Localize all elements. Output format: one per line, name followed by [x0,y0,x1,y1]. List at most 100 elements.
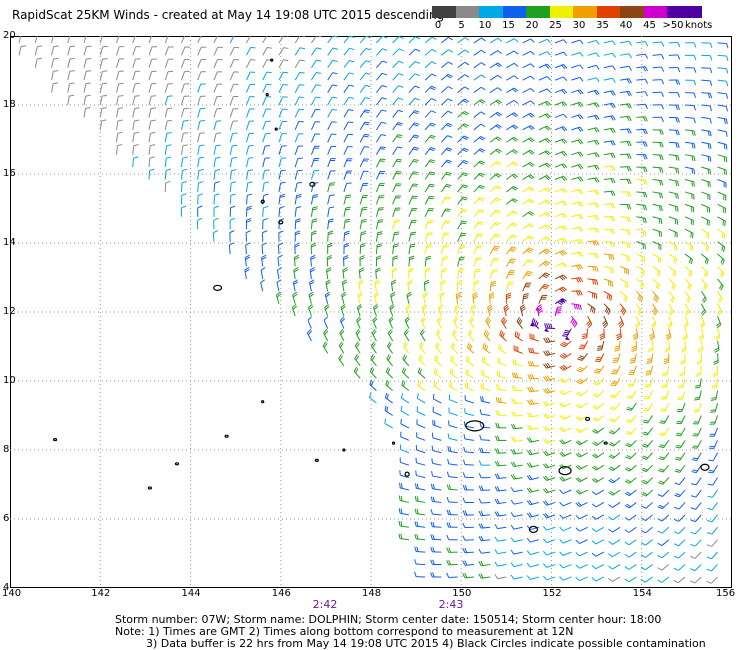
wind-barb [470,304,476,317]
wind-barb [625,452,637,460]
wind-barb [359,206,368,217]
wind-barb [684,266,693,278]
wind-barb [408,243,416,255]
wind-barb [673,526,686,535]
wind-barb [489,148,502,156]
wind-barb [624,464,637,472]
wind-barb [587,240,600,246]
colorbar-swatch [549,6,573,18]
wind-barb [479,421,491,429]
wind-barb [691,464,702,474]
wind-barb [620,228,631,236]
wind-barb [652,79,665,85]
wind-barb [510,537,523,543]
wind-barb [148,70,157,81]
wind-barb [83,57,92,68]
wind-barb [327,170,336,180]
wind-barb [538,51,551,56]
wind-barb [343,84,354,93]
wind-barb [652,104,664,110]
wind-barb [278,206,285,217]
wind-barb [701,67,713,74]
wind-barb [310,157,320,168]
wind-barb [522,50,535,56]
wind-barb [473,245,483,255]
wind-barb [424,61,437,69]
wind-barb [213,36,218,44]
wind-barb [538,211,551,218]
wind-barb [294,71,305,81]
wind-barb [511,423,523,430]
wind-barb [543,563,556,568]
wind-barb [642,427,653,436]
wind-barb [83,45,92,56]
wind-barb [690,539,702,547]
wind-barb [575,452,588,458]
wind-barb [603,102,616,109]
wind-barb [591,551,605,557]
wind-barb [701,191,711,201]
wind-barb [260,267,266,279]
wind-barb [473,160,486,168]
colorbar-tick-label: >50 [662,20,684,31]
wind-barb [392,97,404,106]
wind-barb [375,146,386,155]
wind-barb [34,45,43,56]
wind-barb [685,92,697,98]
wind-barb [559,414,572,420]
wind-barb [575,427,588,433]
wind-barb [510,549,523,555]
wind-barb [592,439,605,446]
wind-barb [619,40,632,46]
wind-barb [311,71,322,81]
wind-barb [132,36,136,44]
wind-barb [506,87,519,94]
wind-barb [457,232,467,242]
wind-barb [571,139,584,145]
wind-barb [99,36,104,44]
wind-barb [511,372,523,379]
wind-barb [457,220,467,230]
wind-barb [538,38,551,44]
wind-barb [591,464,605,471]
wind-barb [457,123,469,131]
wind-barb [197,36,202,44]
wind-barb [261,254,267,267]
wind-barb [664,340,671,353]
wind-barb [717,92,729,99]
wind-barb [424,122,436,131]
wind-barb [543,512,556,519]
wind-barb [18,45,26,56]
wind-barb [680,353,686,365]
wind-barb [327,182,336,193]
wind-barb [148,107,156,118]
colorbar-tick-label: 5 [458,20,465,31]
wind-barb [278,169,286,180]
wind-barb [641,514,653,522]
wind-barb [310,218,318,230]
wind-barb [701,179,711,188]
wind-barb [99,58,108,68]
wind-barb [709,415,719,425]
wind-barb [180,119,189,130]
wind-barb [465,368,475,379]
wind-barb [376,97,387,106]
wind-barb [636,116,648,122]
wind-barb [571,201,584,207]
wind-barb [592,427,605,434]
wind-barb [652,290,659,303]
wind-barb [473,148,486,156]
wind-barb [441,122,453,131]
wind-barb [327,109,337,118]
wind-barb [408,48,421,56]
wind-barb [473,268,481,279]
wind-barb [652,129,664,135]
wind-barb [636,103,648,109]
wind-barb [51,70,59,81]
wind-barb [478,485,491,491]
colorbar-tick-label: 15 [502,20,515,31]
island [528,525,539,533]
wind-barb [717,116,728,125]
wind-barb [662,365,670,377]
wind-barb [181,46,190,56]
